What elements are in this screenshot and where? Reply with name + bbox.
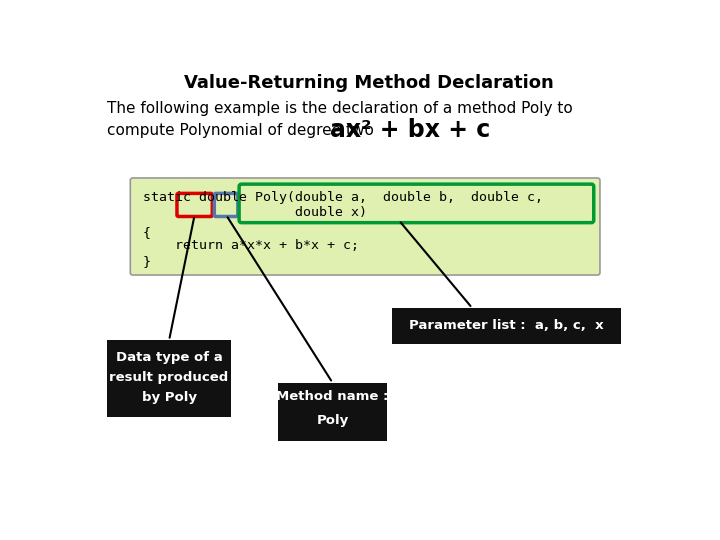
Text: }: }: [143, 255, 150, 268]
Text: The following example is the declaration of a method Poly to: The following example is the declaration…: [107, 101, 573, 116]
Text: result produced: result produced: [109, 371, 229, 384]
Text: Method name :: Method name :: [276, 390, 389, 403]
Text: double x): double x): [143, 206, 366, 219]
FancyBboxPatch shape: [392, 308, 621, 343]
FancyBboxPatch shape: [107, 340, 231, 417]
Text: ax² + bx + c: ax² + bx + c: [330, 118, 490, 142]
Text: Parameter list :  a, b, c,  x: Parameter list : a, b, c, x: [409, 319, 604, 332]
FancyBboxPatch shape: [130, 178, 600, 275]
FancyBboxPatch shape: [279, 383, 387, 441]
Text: return a*x*x + b*x + c;: return a*x*x + b*x + c;: [143, 239, 359, 252]
Text: compute Polynomial of degree two: compute Polynomial of degree two: [107, 123, 384, 138]
Text: by Poly: by Poly: [142, 391, 197, 404]
Text: Poly: Poly: [317, 414, 348, 427]
Text: Data type of a: Data type of a: [116, 351, 222, 364]
Text: static double Poly(double a,  double b,  double c,: static double Poly(double a, double b, d…: [143, 191, 543, 204]
Text: Value-Returning Method Declaration: Value-Returning Method Declaration: [184, 75, 554, 92]
Text: {: {: [143, 226, 150, 239]
